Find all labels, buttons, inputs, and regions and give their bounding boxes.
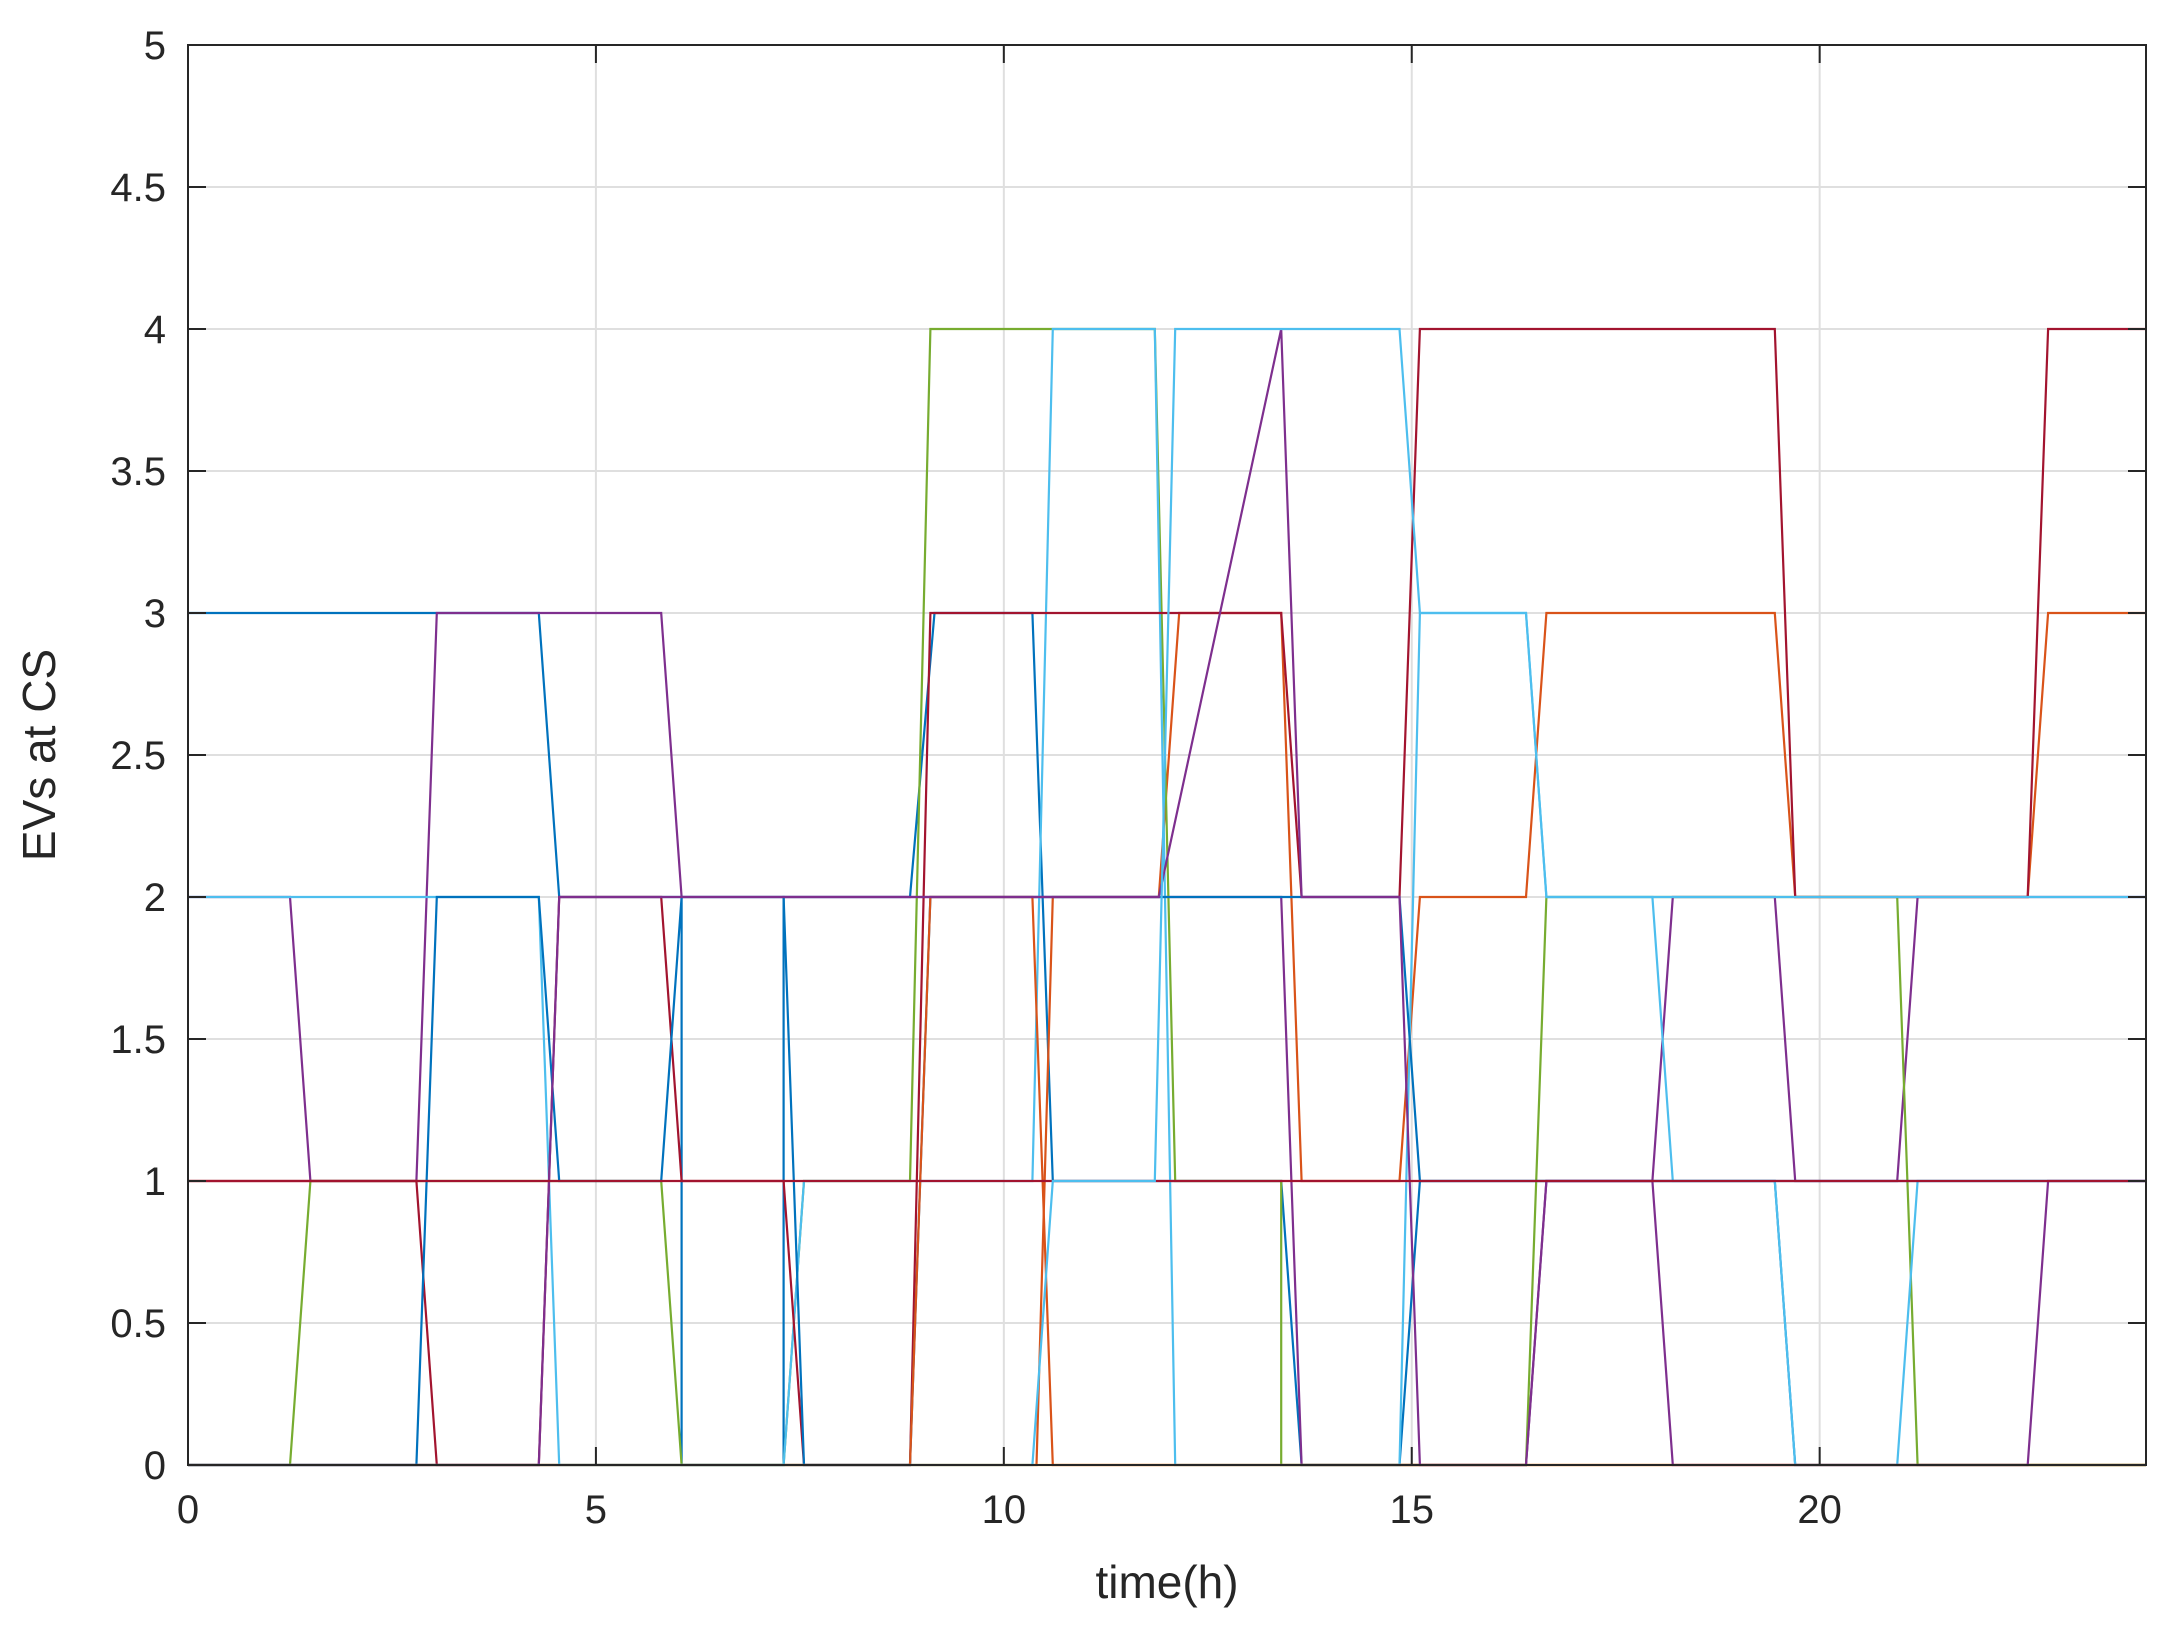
y-tick-label: 2.5 (110, 734, 166, 778)
y-tick-label: 4.5 (110, 166, 166, 210)
y-tick-label: 0 (144, 1444, 166, 1488)
x-axis-label: time(h) (1095, 1556, 1238, 1608)
x-tick-label: 20 (1797, 1488, 1842, 1532)
x-tick-label: 15 (1390, 1488, 1435, 1532)
y-tick-label: 2 (144, 876, 166, 920)
y-tick-label: 3 (144, 592, 166, 636)
y-tick-label: 3.5 (110, 450, 166, 494)
y-tick-label: 4 (144, 308, 166, 352)
x-tick-label: 5 (585, 1488, 607, 1532)
y-axis-label: EVs at CS (13, 649, 65, 861)
y-tick-label: 0.5 (110, 1302, 166, 1346)
y-tick-label: 5 (144, 24, 166, 68)
y-tick-label: 1.5 (110, 1018, 166, 1062)
x-tick-label: 10 (982, 1488, 1027, 1532)
y-tick-label: 1 (144, 1160, 166, 1204)
axis-ticks: 0 5 10 15 20 0 0.5 1 1.5 2 2.5 3 3.5 4 4.5 5 (110, 24, 2146, 1532)
x-tick-label: 0 (177, 1488, 199, 1532)
